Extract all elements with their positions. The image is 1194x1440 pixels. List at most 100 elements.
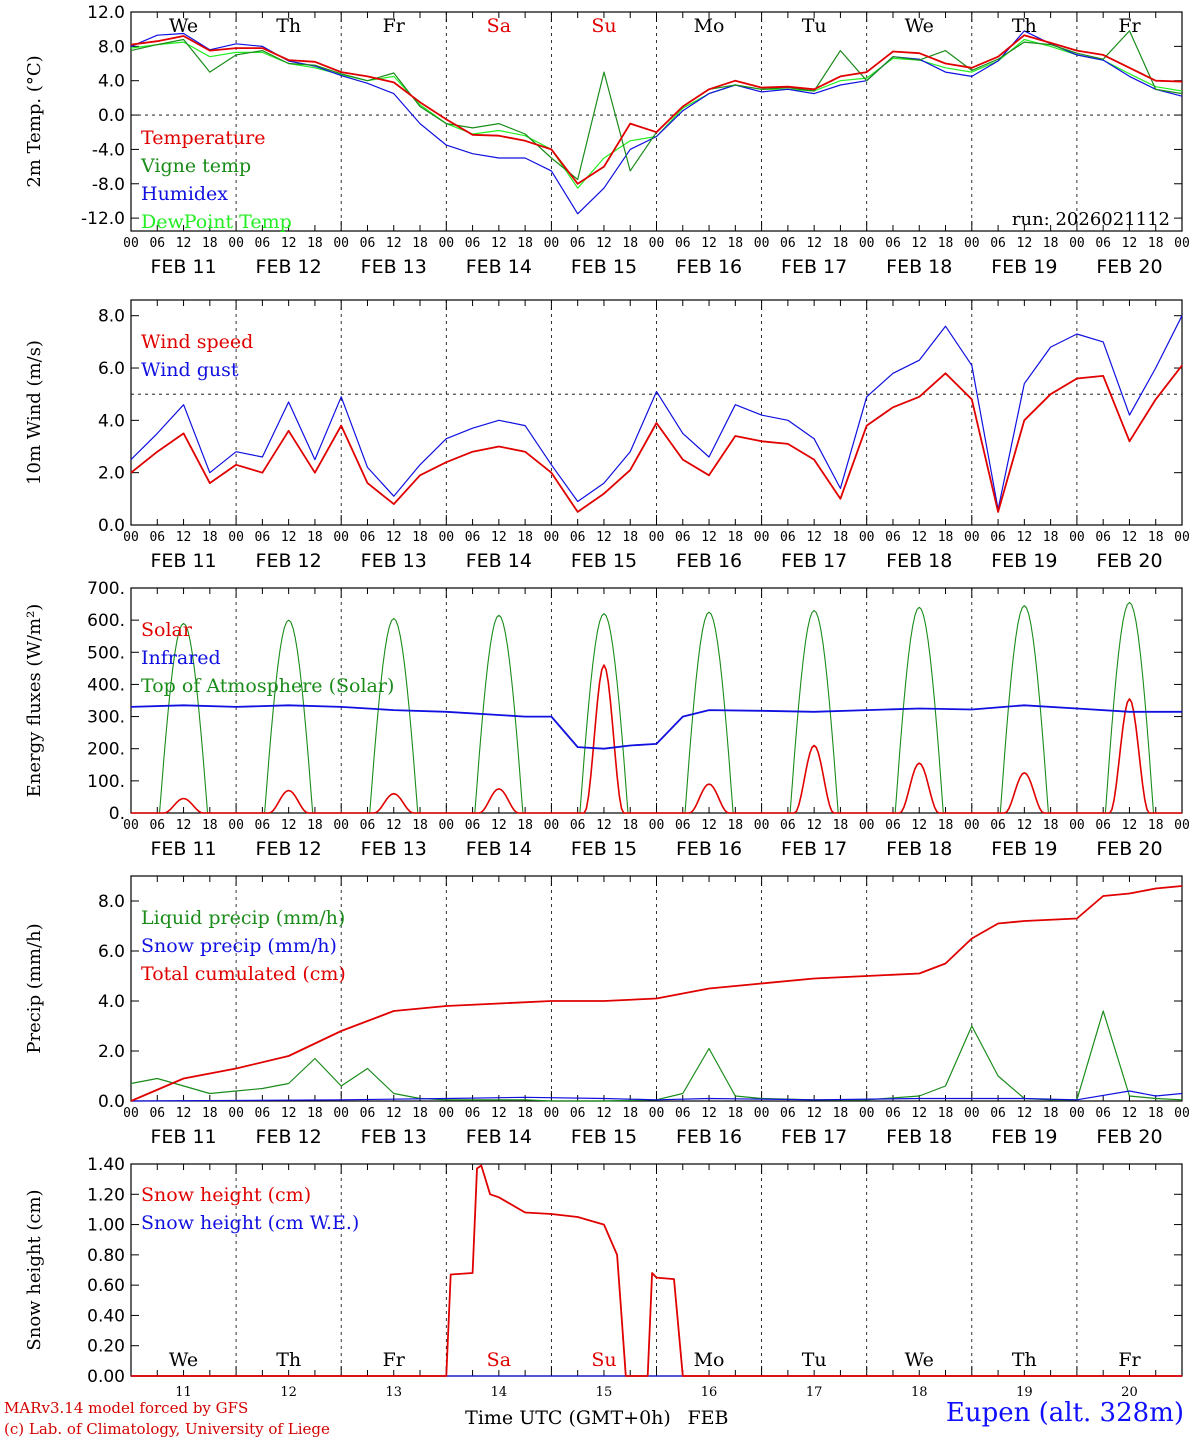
hour-tick-label: 06 (149, 818, 165, 833)
hour-tick-label: 06 (570, 818, 586, 833)
legend-entry: Liquid precip (mm/h) (141, 907, 345, 929)
date-label: FEB 17 (781, 550, 847, 572)
hour-tick-label: 06 (1095, 530, 1111, 545)
hour-tick-label: 00 (123, 1106, 139, 1121)
hour-tick-label: 06 (1095, 1106, 1111, 1121)
hour-tick-label: 00 (964, 1106, 980, 1121)
hour-tick-label: 18 (833, 236, 849, 251)
hour-tick-label: 00 (1069, 1106, 1085, 1121)
legend-entry: Humidex (141, 183, 228, 205)
hour-tick-label: 06 (885, 236, 901, 251)
hour-tick-label: 12 (176, 530, 192, 545)
hour-tick-label: 12 (806, 818, 822, 833)
hour-tick-label: 18 (202, 818, 218, 833)
hour-tick-label: 06 (1095, 818, 1111, 833)
toa-solar-line (236, 619, 342, 814)
hour-tick-label: 18 (307, 1106, 323, 1121)
date-label: FEB 18 (886, 838, 952, 860)
date-label: FEB 20 (1096, 256, 1162, 278)
infrared-line (130, 704, 1182, 750)
hour-tick-label: 12 (806, 1106, 822, 1121)
hour-tick-label: 18 (1148, 236, 1164, 251)
toa-solar-line (656, 611, 762, 814)
wind-gust-line (130, 315, 1183, 510)
hour-tick-label: 06 (675, 818, 691, 833)
hour-tick-label: 12 (806, 236, 822, 251)
hour-tick-label: 18 (1148, 530, 1164, 545)
hour-tick-label: 00 (544, 1106, 560, 1121)
hour-tick-label: 18 (517, 236, 533, 251)
weekday-label: Fr (383, 1349, 406, 1371)
legend-entry: Wind gust (141, 359, 239, 381)
hour-tick-label: 06 (780, 1106, 796, 1121)
date-label: FEB 15 (571, 1126, 637, 1148)
wind-speed-line (130, 364, 1183, 513)
hour-tick-label: 18 (307, 818, 323, 833)
weekday-label: Fr (1118, 1349, 1141, 1371)
hour-tick-label: 00 (754, 530, 770, 545)
hour-tick-label: 18 (307, 236, 323, 251)
day-number-label: 11 (175, 1385, 192, 1400)
hour-tick-label: 06 (885, 1106, 901, 1121)
date-label: FEB 19 (991, 256, 1057, 278)
toa-solar-line (131, 622, 237, 814)
y-tick-label: -12.0 (81, 209, 125, 229)
y-tick-label: 0.0 (98, 106, 125, 126)
hour-tick-label: 12 (281, 236, 297, 251)
hour-tick-label: 00 (859, 236, 875, 251)
day-number-label: 20 (1121, 1385, 1138, 1400)
temp-series-line (130, 30, 1183, 215)
y-tick-label: -4.0 (92, 140, 125, 160)
hour-tick-label: 12 (701, 236, 717, 251)
hour-tick-label: 12 (1122, 236, 1138, 251)
date-label: FEB 18 (886, 256, 952, 278)
date-label: FEB 12 (256, 550, 322, 572)
hour-tick-label: 12 (386, 1106, 402, 1121)
legend-entry: Total cumulated (cm) (141, 963, 346, 985)
hour-tick-label: 18 (412, 530, 428, 545)
hour-tick-label: 00 (333, 818, 349, 833)
weekday-label: Sa (487, 1349, 511, 1371)
weekday-label: Mo (694, 15, 725, 37)
weekday-label: We (905, 1349, 934, 1371)
hour-tick-label: 00 (544, 236, 560, 251)
hour-tick-label: 06 (149, 530, 165, 545)
weekday-label: Mo (694, 1349, 725, 1371)
hour-tick-label: 12 (911, 530, 927, 545)
hour-tick-label: 12 (1017, 236, 1033, 251)
hour-tick-label: 00 (649, 530, 665, 545)
surface-solar-line (341, 792, 447, 814)
y-tick-label: -8.0 (92, 175, 125, 195)
legend-entry: Snow height (cm W.E.) (141, 1212, 359, 1234)
date-label: FEB 12 (256, 838, 322, 860)
y-tick-label: 0.40 (87, 1306, 125, 1326)
date-label: FEB 13 (361, 256, 427, 278)
hour-tick-label: 18 (517, 1106, 533, 1121)
date-label: FEB 20 (1096, 550, 1162, 572)
y-tick-label: 6.0 (98, 359, 125, 379)
day-number-label: 13 (385, 1385, 402, 1400)
hour-tick-label: 12 (176, 1106, 192, 1121)
y-tick-label: 0.00 (87, 1367, 125, 1387)
date-label: FEB 11 (150, 1126, 216, 1148)
hour-tick-label: 12 (1017, 818, 1033, 833)
hour-tick-label: 00 (859, 1106, 875, 1121)
hour-tick-label: 00 (228, 236, 244, 251)
hour-tick-label: 06 (675, 1106, 691, 1121)
hour-tick-label: 00 (123, 530, 139, 545)
surface-solar-line (236, 789, 342, 814)
hour-tick-label: 00 (1174, 236, 1190, 251)
hour-tick-label: 00 (859, 818, 875, 833)
date-label: FEB 14 (466, 550, 532, 572)
hour-tick-label: 00 (754, 1106, 770, 1121)
weekday-label: Th (1012, 1349, 1037, 1371)
y-tick-label: 600. (87, 611, 125, 631)
hour-tick-label: 18 (938, 236, 954, 251)
hour-tick-label: 12 (386, 530, 402, 545)
legend-entry: Infrared (141, 647, 221, 669)
y-tick-label: 200. (87, 740, 125, 760)
hour-tick-label: 12 (1122, 530, 1138, 545)
hour-tick-label: 06 (255, 1106, 271, 1121)
y-tick-label: 400. (87, 675, 125, 695)
